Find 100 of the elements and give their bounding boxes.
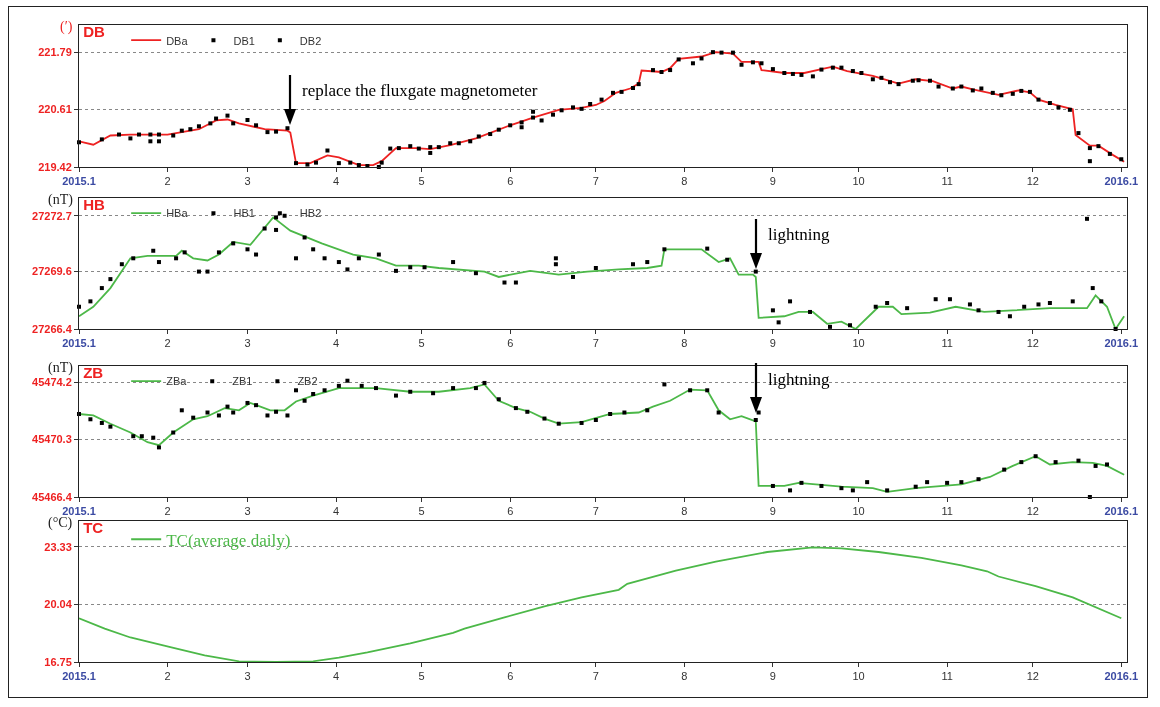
point bbox=[770, 483, 775, 488]
point bbox=[205, 410, 210, 415]
point bbox=[305, 162, 310, 167]
point bbox=[245, 400, 250, 405]
point bbox=[1087, 146, 1092, 151]
point bbox=[285, 126, 290, 131]
point bbox=[859, 70, 864, 75]
point bbox=[936, 84, 941, 89]
point bbox=[302, 398, 307, 403]
point bbox=[311, 391, 316, 396]
point bbox=[231, 410, 236, 415]
x-tick-label: 3 bbox=[244, 505, 251, 518]
point bbox=[99, 286, 104, 291]
point bbox=[156, 445, 161, 450]
x-tick-label: 9 bbox=[769, 175, 776, 188]
point bbox=[1053, 460, 1058, 465]
legend-label: DB1 bbox=[233, 34, 255, 47]
point bbox=[839, 486, 844, 491]
point bbox=[959, 84, 964, 89]
point bbox=[608, 411, 613, 416]
x-tick-label: 12 bbox=[1026, 505, 1039, 518]
point bbox=[274, 129, 279, 134]
point bbox=[128, 136, 133, 141]
point bbox=[431, 391, 436, 396]
point bbox=[1067, 107, 1072, 112]
x-tick-label: 8 bbox=[681, 337, 688, 350]
point bbox=[916, 78, 921, 83]
point bbox=[770, 308, 775, 313]
point bbox=[668, 68, 673, 73]
legend-label: HBa bbox=[166, 207, 189, 220]
x-tick-label: 2016.1 bbox=[1104, 337, 1139, 350]
point bbox=[1010, 91, 1015, 96]
point bbox=[790, 71, 795, 76]
point bbox=[770, 67, 775, 72]
point bbox=[436, 145, 441, 150]
point bbox=[294, 256, 299, 261]
x-tick-label: 7 bbox=[592, 175, 599, 188]
point bbox=[265, 413, 270, 418]
point bbox=[245, 117, 250, 122]
point bbox=[171, 133, 176, 138]
x-tick-label: 11 bbox=[941, 670, 953, 683]
x-tick-label: 8 bbox=[681, 505, 688, 518]
point bbox=[376, 252, 381, 257]
point bbox=[1002, 467, 1007, 472]
annotation: lightning bbox=[768, 225, 830, 244]
point bbox=[810, 74, 815, 79]
point bbox=[379, 160, 384, 165]
point bbox=[311, 247, 316, 252]
chart-title: DB bbox=[83, 22, 106, 40]
point bbox=[1096, 144, 1101, 149]
point bbox=[422, 265, 427, 270]
point bbox=[345, 267, 350, 272]
point bbox=[885, 488, 890, 493]
point bbox=[336, 383, 341, 388]
x-tick-label: 2016.1 bbox=[1104, 670, 1139, 683]
y-tick-label: 16.75 bbox=[44, 655, 72, 668]
point bbox=[799, 72, 804, 77]
point bbox=[1036, 97, 1041, 102]
point bbox=[294, 161, 299, 166]
point bbox=[999, 93, 1004, 98]
chart-title: TC bbox=[83, 518, 104, 536]
point bbox=[393, 393, 398, 398]
point bbox=[990, 90, 995, 95]
point bbox=[1007, 314, 1012, 319]
point bbox=[274, 215, 279, 220]
point bbox=[274, 409, 279, 414]
point bbox=[848, 323, 853, 328]
point bbox=[151, 435, 156, 440]
point bbox=[636, 82, 641, 87]
point bbox=[925, 480, 930, 485]
point bbox=[808, 309, 813, 314]
point bbox=[139, 434, 144, 439]
point bbox=[476, 134, 481, 139]
x-tick-label: 5 bbox=[418, 337, 425, 350]
point bbox=[753, 418, 758, 423]
point bbox=[933, 297, 938, 302]
x-tick-label: 5 bbox=[418, 175, 425, 188]
point bbox=[216, 250, 221, 255]
y-tick-label: 23.33 bbox=[44, 540, 72, 553]
y-tick-label: 27266.4 bbox=[32, 322, 73, 335]
point bbox=[245, 247, 250, 252]
point bbox=[819, 67, 824, 72]
point bbox=[725, 257, 730, 262]
point bbox=[428, 150, 433, 155]
point bbox=[719, 50, 724, 55]
x-tick-label: 6 bbox=[507, 337, 514, 350]
x-tick-label: 8 bbox=[681, 175, 688, 188]
point bbox=[388, 146, 393, 151]
point bbox=[676, 57, 681, 62]
point bbox=[622, 410, 627, 415]
legend-label: DB2 bbox=[299, 34, 322, 47]
point bbox=[556, 421, 561, 426]
point bbox=[174, 256, 179, 261]
point bbox=[408, 265, 413, 270]
point bbox=[359, 383, 364, 388]
y-tick-label: 27269.6 bbox=[32, 265, 72, 278]
legend-label: HB1 bbox=[233, 207, 255, 220]
line-series bbox=[79, 216, 1126, 329]
point bbox=[610, 90, 615, 95]
legend-label: ZB2 bbox=[297, 375, 318, 388]
